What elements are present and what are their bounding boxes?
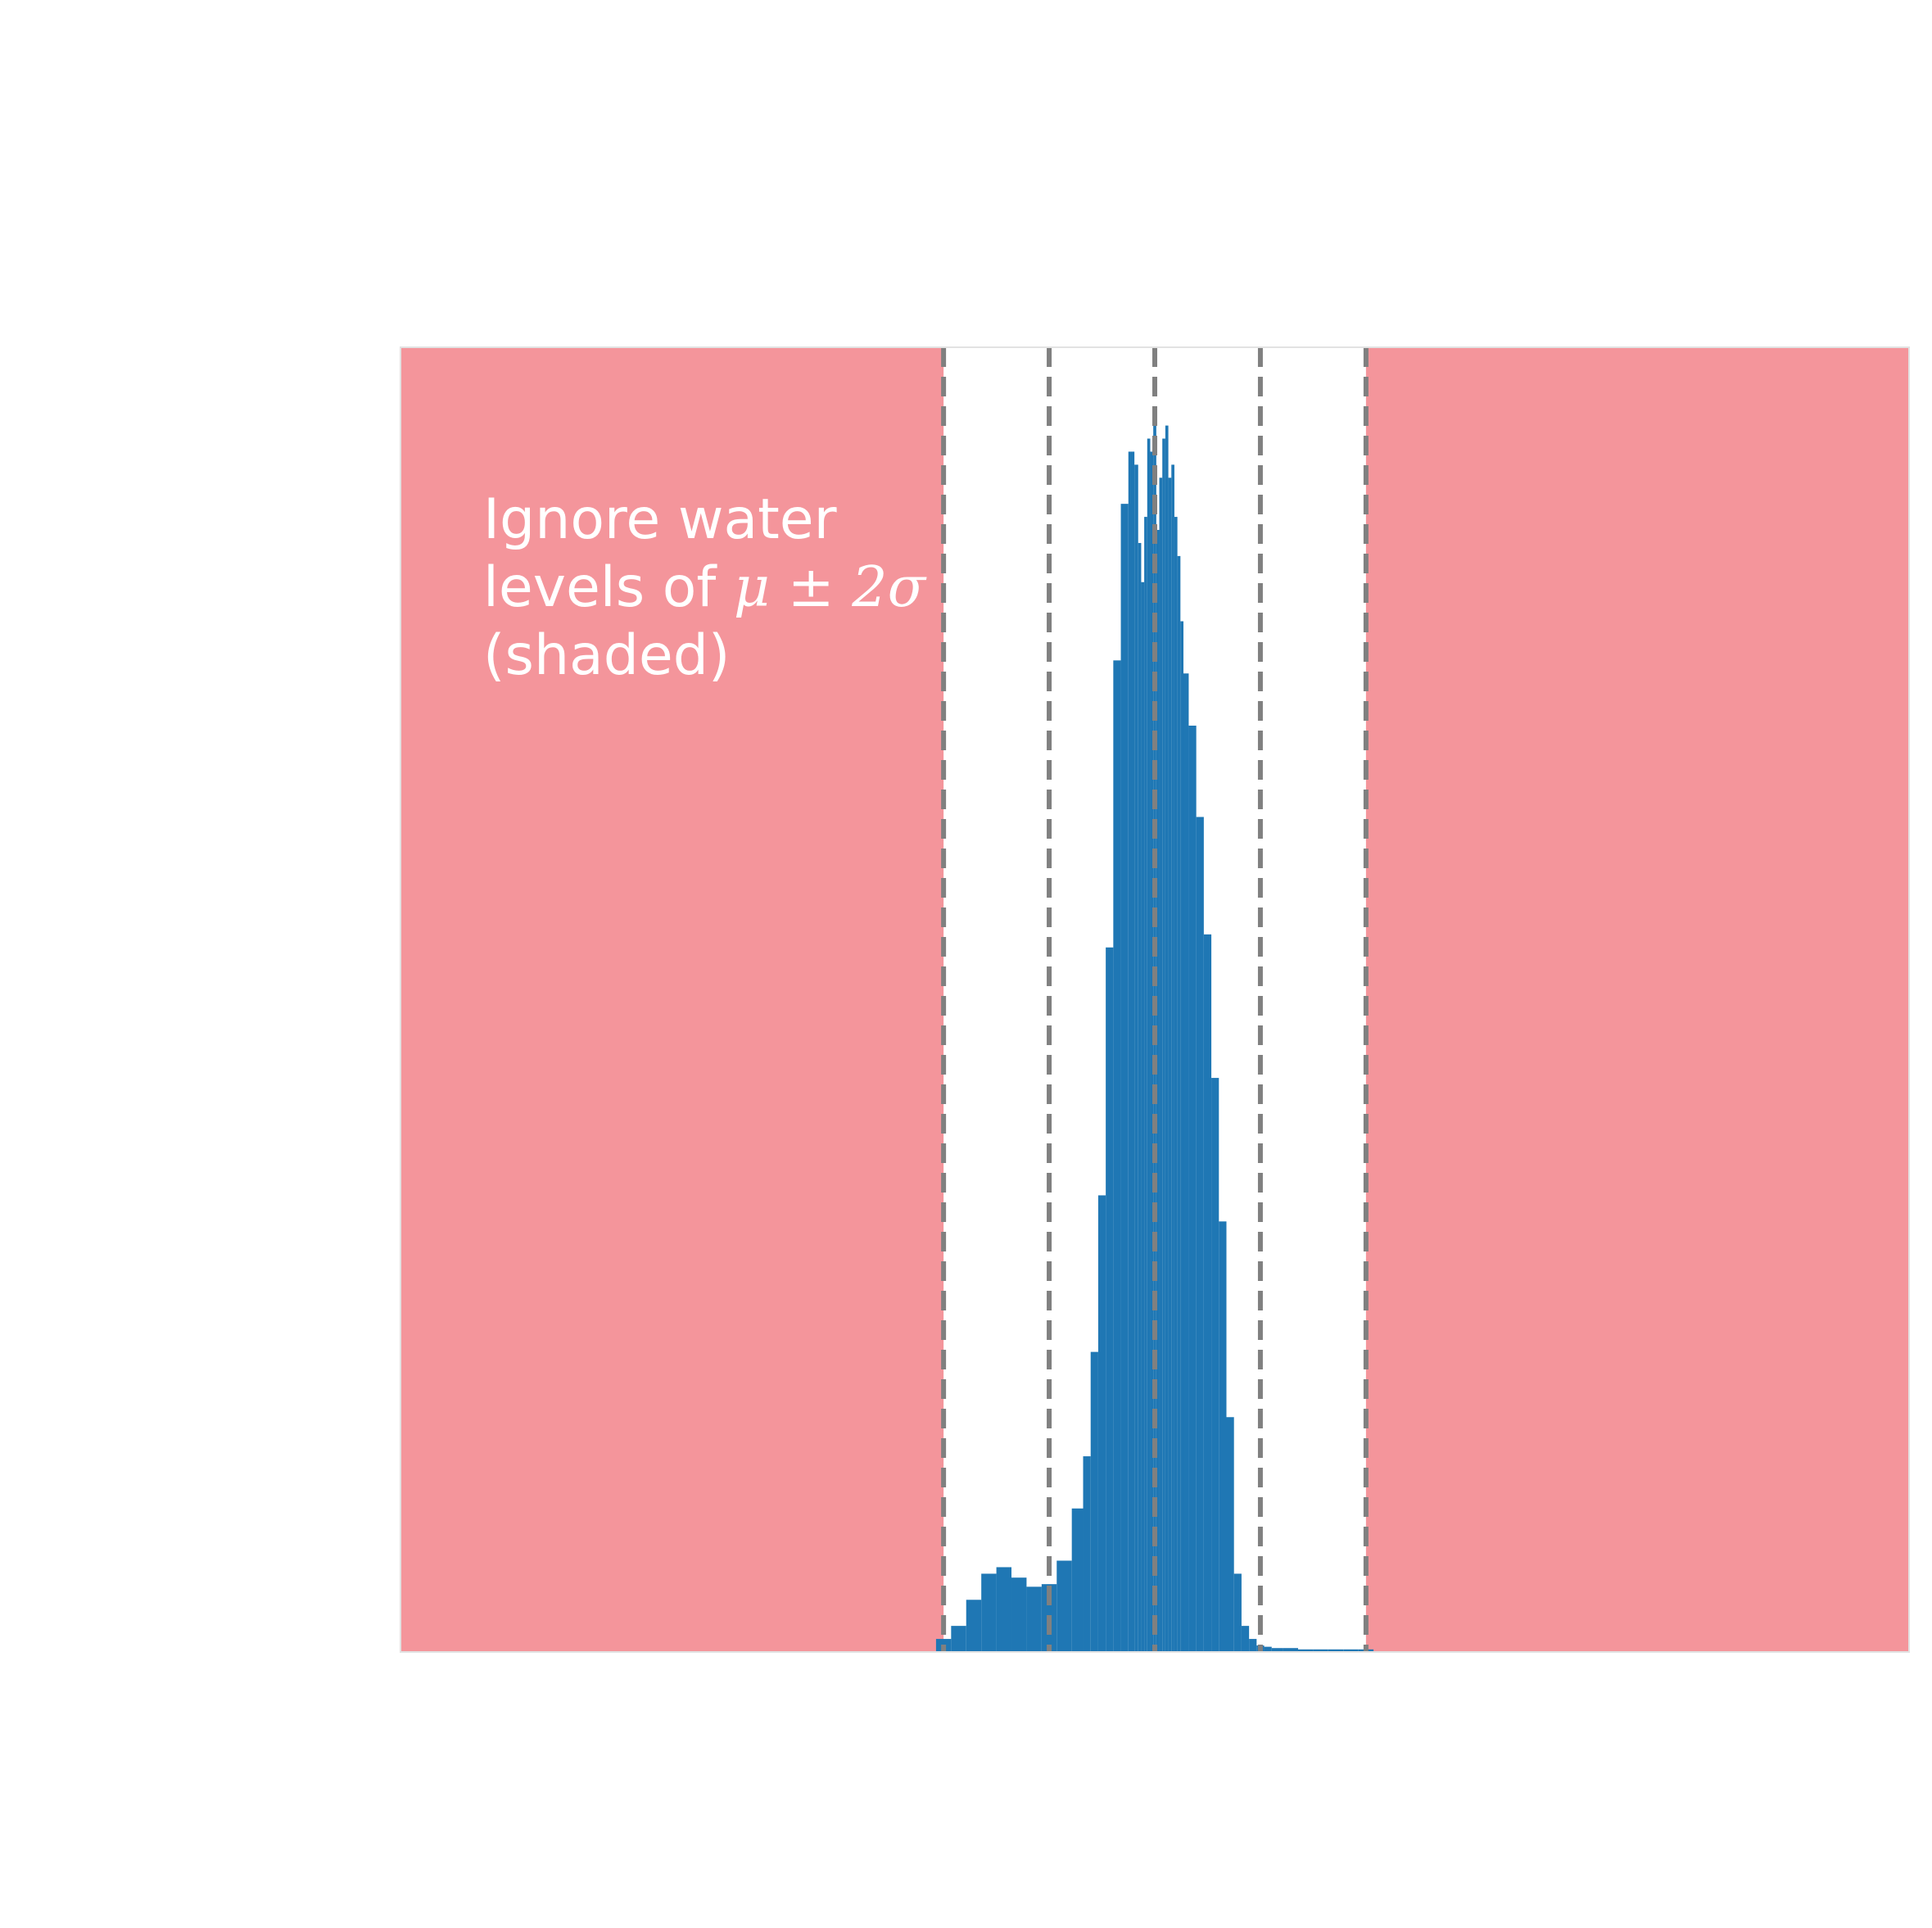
annotation-line-2-prefix: levels of (483, 555, 734, 620)
histogram-bar (1264, 1646, 1272, 1652)
histogram-bar (1141, 582, 1145, 1652)
histogram-bar (1188, 725, 1197, 1652)
histogram-bar (1113, 660, 1121, 1652)
histogram-bar (1233, 1573, 1242, 1652)
histogram-bar (1159, 477, 1163, 1652)
histogram-bar (996, 1567, 1012, 1652)
histogram-bar (1196, 817, 1204, 1652)
histogram-bar (1071, 1508, 1084, 1652)
plot-frame (400, 346, 1910, 1653)
histogram-bar (1328, 1649, 1344, 1652)
histogram-bar (966, 1600, 982, 1652)
histogram-bar (1134, 464, 1138, 1652)
histogram-bar (1203, 934, 1212, 1652)
histogram-bar (951, 1626, 966, 1652)
histogram-bar (1150, 451, 1154, 1653)
dashed-reference-lines (941, 347, 1369, 1652)
histogram-bar (1011, 1577, 1027, 1652)
histogram-bar (1156, 530, 1160, 1652)
histogram-bar (1313, 1649, 1328, 1652)
shaded-region-2 (1365, 347, 1909, 1652)
histogram-bar (1083, 1456, 1091, 1652)
histogram-bar (1226, 1417, 1234, 1652)
annotation-line-1: Ignore water (483, 487, 837, 552)
histogram-bar (1162, 438, 1165, 1652)
histogram-bar (1297, 1649, 1314, 1652)
annotation-math: μ ± 2σ (734, 555, 927, 620)
histogram-bar (1174, 517, 1178, 1652)
histogram-bar (1097, 1195, 1106, 1652)
histogram-bar (1147, 438, 1151, 1652)
histogram-bar (1056, 1560, 1072, 1652)
histogram-bar (1211, 1078, 1219, 1652)
histogram-bar (1144, 517, 1147, 1652)
histogram-bar (1168, 477, 1172, 1652)
histogram-bar (1138, 542, 1142, 1653)
histogram-bar (1183, 673, 1189, 1652)
histogram-bar (1177, 555, 1181, 1652)
histogram-bar (1283, 1648, 1298, 1652)
histogram-bar (1343, 1649, 1359, 1652)
histogram-bar (1165, 425, 1169, 1652)
histogram-bar (1026, 1586, 1042, 1652)
histogram-bar (1106, 947, 1114, 1652)
histogram-bar (1271, 1648, 1283, 1652)
shaded-region-1 (400, 347, 944, 1652)
histogram-bar (1180, 621, 1183, 1652)
shaded-regions (400, 347, 1909, 1652)
annotation-line-2: levels of μ ± 2σ (483, 555, 927, 620)
histogram-bar (1090, 1351, 1098, 1652)
histogram-bar (981, 1573, 997, 1652)
histogram-bar (1241, 1626, 1250, 1652)
histogram-bar (1219, 1221, 1227, 1652)
histogram-bar (1171, 464, 1174, 1652)
annotation-line-3: (shaded) (483, 623, 730, 688)
histogram-bar (1249, 1639, 1257, 1652)
histogram-bar (1128, 451, 1135, 1653)
histogram-bar (1120, 504, 1129, 1653)
